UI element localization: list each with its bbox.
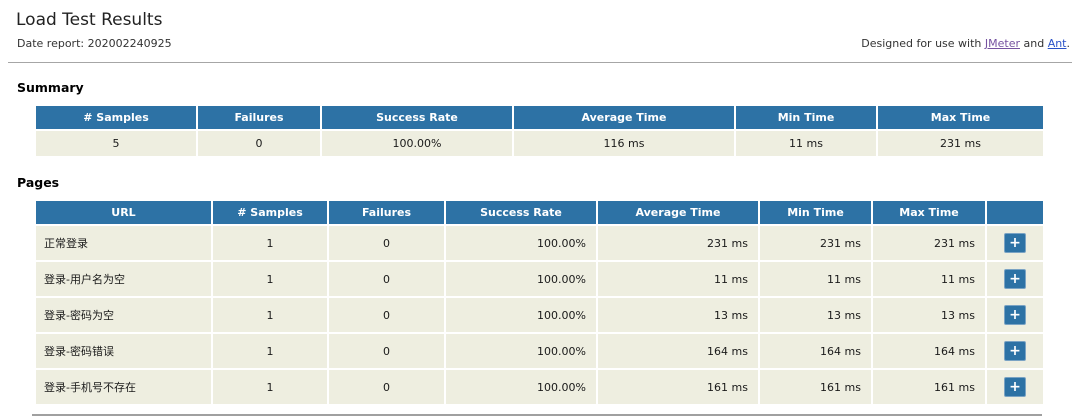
pages-col-average-time: Average Time (598, 201, 758, 224)
meta-row: Date report: 202002240925 Designed for u… (17, 37, 1070, 50)
page-row: 正常登录 1 0 100.00% 231 ms 231 ms 231 ms + (36, 226, 1043, 260)
page-max-time: 11 ms (873, 262, 985, 296)
expand-row-button[interactable]: + (1004, 233, 1026, 253)
page-row: 登录-用户名为空 1 0 100.00% 11 ms 11 ms 11 ms + (36, 262, 1043, 296)
summary-samples-value: 5 (36, 131, 196, 156)
page-expand-cell: + (987, 262, 1043, 296)
page-url: 正常登录 (36, 226, 211, 260)
credit-middle: and (1019, 37, 1048, 50)
page-samples: 1 (213, 334, 327, 368)
page-samples: 1 (213, 262, 327, 296)
page-samples: 1 (213, 226, 327, 260)
summary-table: # Samples Failures Success Rate Average … (34, 104, 1045, 158)
page-row: 登录-密码为空 1 0 100.00% 13 ms 13 ms 13 ms + (36, 298, 1043, 332)
summary-col-average-time: Average Time (514, 106, 734, 129)
page-expand-cell: + (987, 370, 1043, 404)
page-average-time: 161 ms (598, 370, 758, 404)
expand-row-button[interactable]: + (1004, 269, 1026, 289)
pages-col-samples: # Samples (213, 201, 327, 224)
pages-col-failures: Failures (329, 201, 444, 224)
pages-header-row: URL # Samples Failures Success Rate Aver… (36, 201, 1043, 224)
summary-heading: Summary (17, 80, 84, 95)
page-average-time: 164 ms (598, 334, 758, 368)
expand-row-button[interactable]: + (1004, 305, 1026, 325)
summary-col-failures: Failures (198, 106, 320, 129)
page-max-time: 164 ms (873, 334, 985, 368)
pages-heading: Pages (17, 175, 60, 190)
summary-col-max-time: Max Time (878, 106, 1043, 129)
page-average-time: 231 ms (598, 226, 758, 260)
page-row: 登录-密码错误 1 0 100.00% 164 ms 164 ms 164 ms… (36, 334, 1043, 368)
page-expand-cell: + (987, 226, 1043, 260)
page-expand-cell: + (987, 334, 1043, 368)
page-min-time: 231 ms (760, 226, 871, 260)
pages-col-max-time: Max Time (873, 201, 985, 224)
summary-success-rate-value: 100.00% (322, 131, 512, 156)
summary-col-success-rate: Success Rate (322, 106, 512, 129)
summary-max-time-value: 231 ms (878, 131, 1043, 156)
page-max-time: 13 ms (873, 298, 985, 332)
credit-suffix: . (1066, 37, 1071, 50)
page-row: 登录-手机号不存在 1 0 100.00% 161 ms 161 ms 161 … (36, 370, 1043, 404)
page-url: 登录-用户名为空 (36, 262, 211, 296)
expand-row-button[interactable]: + (1004, 341, 1026, 361)
page-url: 登录-密码错误 (36, 334, 211, 368)
summary-failures-value: 0 (198, 131, 320, 156)
expand-row-button[interactable]: + (1004, 377, 1026, 397)
page-title: Load Test Results (16, 10, 163, 30)
page-failures: 0 (329, 370, 444, 404)
page-failures: 0 (329, 226, 444, 260)
page-url: 登录-手机号不存在 (36, 370, 211, 404)
date-report: Date report: 202002240925 (17, 37, 172, 50)
page-failures: 0 (329, 334, 444, 368)
pages-col-expand (987, 201, 1043, 224)
summary-min-time-value: 11 ms (736, 131, 876, 156)
ant-link[interactable]: Ant (1047, 37, 1067, 50)
jmeter-link[interactable]: JMeter (984, 37, 1020, 50)
credit-line: Designed for use with JMeter and Ant. (861, 37, 1070, 50)
summary-data-row: 5 0 100.00% 116 ms 11 ms 231 ms (36, 131, 1043, 156)
footer-divider (32, 414, 1042, 416)
pages-col-success-rate: Success Rate (446, 201, 596, 224)
summary-average-time-value: 116 ms (514, 131, 734, 156)
page-max-time: 161 ms (873, 370, 985, 404)
page-expand-cell: + (987, 298, 1043, 332)
pages-col-url: URL (36, 201, 211, 224)
page-success-rate: 100.00% (446, 298, 596, 332)
page-samples: 1 (213, 298, 327, 332)
summary-col-min-time: Min Time (736, 106, 876, 129)
header-divider (8, 62, 1072, 63)
page-min-time: 164 ms (760, 334, 871, 368)
page-failures: 0 (329, 262, 444, 296)
page-min-time: 11 ms (760, 262, 871, 296)
page-success-rate: 100.00% (446, 226, 596, 260)
summary-col-samples: # Samples (36, 106, 196, 129)
page-url: 登录-密码为空 (36, 298, 211, 332)
page-samples: 1 (213, 370, 327, 404)
page-min-time: 13 ms (760, 298, 871, 332)
pages-table-body: 正常登录 1 0 100.00% 231 ms 231 ms 231 ms + … (36, 226, 1043, 404)
page-average-time: 13 ms (598, 298, 758, 332)
page-max-time: 231 ms (873, 226, 985, 260)
page-success-rate: 100.00% (446, 370, 596, 404)
summary-header-row: # Samples Failures Success Rate Average … (36, 106, 1043, 129)
page-min-time: 161 ms (760, 370, 871, 404)
pages-col-min-time: Min Time (760, 201, 871, 224)
page-success-rate: 100.00% (446, 262, 596, 296)
credit-prefix: Designed for use with (861, 37, 985, 50)
page-average-time: 11 ms (598, 262, 758, 296)
page-success-rate: 100.00% (446, 334, 596, 368)
page-failures: 0 (329, 298, 444, 332)
pages-table: URL # Samples Failures Success Rate Aver… (34, 199, 1045, 406)
